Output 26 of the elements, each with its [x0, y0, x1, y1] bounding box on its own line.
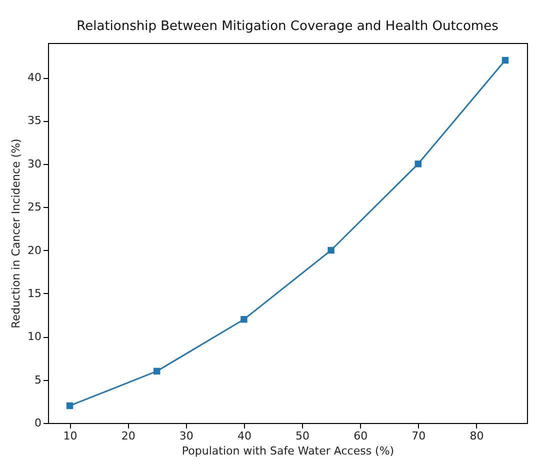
x-tick-label: 50: [296, 430, 310, 442]
y-tick-label: 0: [34, 416, 42, 430]
point: [240, 316, 248, 323]
point: [414, 160, 422, 168]
y-tick-label: 10: [28, 330, 42, 344]
x-tick-label: 80: [470, 430, 484, 442]
point: [154, 368, 160, 375]
y-tick-label: 35: [28, 114, 42, 128]
point: [328, 246, 334, 254]
y-tick-label: 40: [28, 71, 42, 84]
y-axis-title: Reduction in Cancer Incidence (%): [10, 138, 23, 328]
chart-title: Relationship Between Mitigation Coverage and Health Outcomes: [76, 19, 499, 34]
x-tick-label: 30: [179, 430, 194, 442]
x-tick-label: 20: [121, 430, 136, 442]
y-tick-label: 5: [34, 373, 42, 386]
point: [502, 56, 509, 64]
x-tick-label: 60: [354, 430, 368, 442]
x-tick-label: 70: [412, 430, 426, 442]
x-tick-label: 10: [63, 430, 78, 442]
x-axis-title: Population with Safe Water Access (%): [182, 444, 394, 458]
point: [66, 402, 74, 410]
y-tick-label: 30: [28, 157, 42, 170]
y-tick-label: 15: [28, 286, 42, 300]
y-tick-label: 20: [28, 244, 42, 257]
x-tick-label: 40: [237, 430, 252, 442]
y-tick-label: 25: [28, 200, 42, 214]
